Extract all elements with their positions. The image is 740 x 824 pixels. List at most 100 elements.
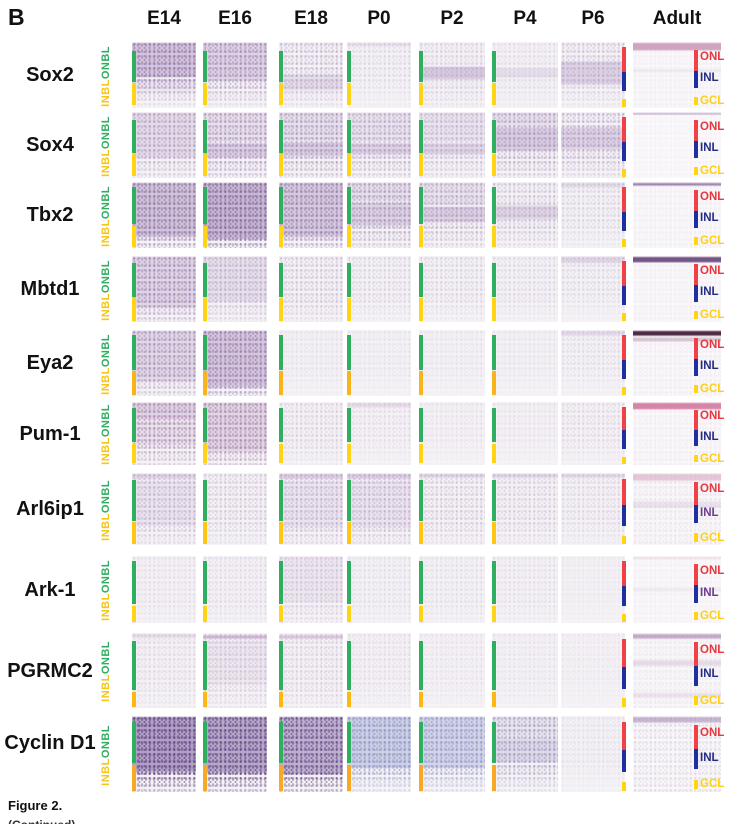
inl-label: INL [700,142,719,155]
inbl-bar [132,443,136,464]
inl-label: INL [700,72,719,85]
panel-pum-1-p0 [347,402,411,465]
panel-sox4-p0 [347,112,411,178]
panel-pum-1-p4 [492,402,558,465]
inbl-label: INBL [99,512,112,541]
inbl-bar [419,691,423,708]
panel-arl6ip1-p4 [492,473,558,545]
panel-pum-1-adult: ONL INL GCL [622,402,725,465]
gcl-bar [694,385,698,394]
gcl-bar [694,311,698,320]
panel-pgrmc2-p6 [561,633,625,708]
layer-axis-text: INBLONBL [99,116,114,177]
panel-ark-1-p6 [561,556,625,623]
onl-bar [694,337,698,360]
layer-axis-labels-pgrmc2: INBLONBL [98,631,114,712]
panel-cyclin-d1-p4 [492,716,558,792]
onbl-bar [347,335,351,370]
layer-axis-text: INBLONBL [99,641,114,702]
inbl-bar [132,691,136,708]
inbl-bar [203,225,207,248]
inl-bar-left [622,750,626,773]
onbl-bar [132,187,136,225]
onl-label: ONL [700,120,725,133]
onbl-bar [492,119,496,153]
panel-cyclin-d1-e14 [132,716,196,792]
inbl-bar [419,764,423,792]
layer-axis-text: INBLONBL [99,46,114,107]
inl-bar [694,666,698,686]
panel-eya2-e18 [279,330,343,396]
inbl-bar [203,154,207,176]
onbl-bar [492,722,496,764]
panel-sox4-adult: ONL INL GCL [622,112,725,178]
inbl-bar [492,225,496,248]
onl-label: ONL [700,564,725,577]
inbl-bar [419,225,423,248]
panel-mbtd1-p6 [561,256,625,322]
inbl-bar [203,521,207,544]
gcl-label: GCL [700,531,725,544]
onbl-label: ONBL [99,641,112,675]
panel-arl6ip1-p2 [419,473,485,545]
gcl-bar-left [622,99,626,108]
onbl-bar [203,262,207,297]
onbl-label: ONBL [99,560,112,594]
inl-bar-left [622,141,626,161]
onbl-bar [419,561,423,605]
column-header-p6: P6 [581,8,605,29]
gcl-bar-left [622,782,626,792]
gcl-bar [694,779,698,789]
onl-bar [694,564,698,586]
onl-label: ONL [700,726,725,739]
onl-bar [694,725,698,750]
onbl-bar [492,187,496,225]
onbl-bar [419,480,423,521]
onl-label: ONL [700,409,725,422]
panel-sox4-e14 [132,112,196,178]
onl-label: ONL [700,482,725,495]
onl-bar-left [622,117,626,142]
inl-label: INL [700,751,719,764]
panel-pgrmc2-p4 [492,633,558,708]
panel-tbx2-p2 [419,182,485,248]
layer-axis-labels-cyclin-d1: INBLONBL [98,714,114,796]
layer-axis-text: INBLONBL [99,260,114,321]
inl-label: INL [700,668,719,681]
inbl-bar [419,443,423,464]
inl-bar [694,285,698,303]
inbl-bar [419,605,423,623]
onbl-bar [419,187,423,225]
onbl-bar [203,640,207,690]
gcl-bar [694,454,698,463]
inbl-bar [203,370,207,395]
onbl-bar [492,561,496,605]
panel-eya2-p2 [419,330,485,396]
gene-label-sox2: Sox2 [26,64,74,86]
panel-cyclin-d1-e18 [279,716,343,792]
panel-arl6ip1-adult: ONL INL GCL [622,473,725,545]
onbl-bar [419,335,423,370]
column-header-p2: P2 [440,8,464,29]
panel-ark-1-e18 [279,556,343,623]
inbl-bar [279,154,283,176]
panel-sox2-e14 [132,42,196,108]
inl-bar-left [622,71,626,91]
inbl-bar [279,370,283,395]
inl-bar-left [622,586,626,606]
onbl-bar [347,408,351,443]
figure-letter: B [8,4,25,30]
inbl-bar [203,605,207,623]
panel-sox4-e16 [203,112,267,178]
inbl-bar [279,443,283,464]
column-header-adult: Adult [652,8,702,29]
layer-axis-labels-sox4: INBLONBL [98,110,114,182]
onbl-bar [279,480,283,521]
onl-bar-left [622,561,626,587]
inbl-label: INBL [99,366,112,395]
inl-bar [694,359,698,377]
panel-mbtd1-e18 [279,256,343,322]
panel-cyclin-d1-p0 [347,716,411,792]
onl-label: ONL [700,338,725,351]
column-header-e14: E14 [147,8,181,29]
